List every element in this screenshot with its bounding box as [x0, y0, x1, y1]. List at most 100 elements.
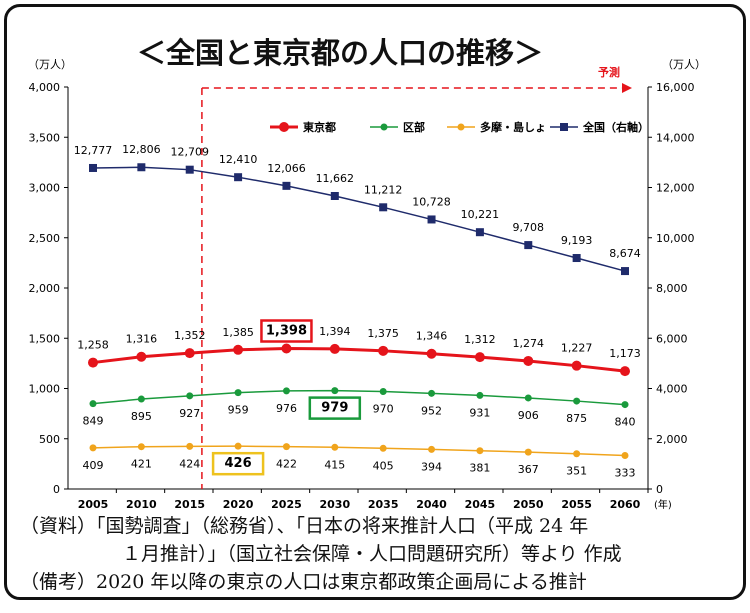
highlight-box — [211, 451, 265, 476]
x-tick-label: 2050 — [513, 498, 544, 511]
right-tick-label: 16,000 — [656, 81, 695, 94]
data-label: 959 — [228, 404, 249, 417]
data-point — [234, 173, 243, 182]
data-label: 12,777 — [74, 144, 113, 157]
data-label: 1,375 — [367, 327, 399, 340]
data-point — [281, 343, 292, 354]
right-tick-label: 2,000 — [656, 433, 688, 446]
legend-label: 区部 — [403, 120, 425, 134]
legend-label: 多摩・島しょ — [480, 120, 546, 134]
left-tick-label: 4,000 — [29, 81, 61, 94]
data-point — [476, 391, 484, 399]
data-point — [426, 348, 437, 359]
data-label: 333 — [615, 467, 636, 480]
data-point — [573, 450, 581, 458]
data-label: 351 — [566, 465, 587, 478]
data-label: 10,728 — [412, 195, 451, 208]
data-label: 1,258 — [77, 339, 109, 352]
data-label: 1,227 — [561, 342, 593, 355]
data-point — [89, 444, 97, 452]
data-point — [136, 351, 147, 362]
data-label: 9,193 — [561, 234, 593, 247]
data-label: 424 — [179, 457, 200, 470]
data-label: 979 — [321, 401, 348, 416]
legend-marker — [457, 123, 465, 131]
data-point — [234, 389, 242, 397]
data-point — [475, 228, 484, 237]
data-point — [184, 348, 195, 359]
data-point — [571, 360, 582, 371]
x-tick-label: 2020 — [223, 498, 254, 511]
data-label: 367 — [518, 463, 539, 476]
data-point — [524, 448, 532, 456]
left-tick-label: 3,500 — [29, 131, 61, 144]
data-point — [137, 163, 146, 172]
forecast-arrow-head — [622, 83, 632, 93]
data-label: 1,274 — [513, 337, 545, 350]
data-label: 405 — [373, 459, 394, 472]
highlight-box — [308, 396, 362, 420]
data-point — [185, 165, 194, 174]
data-label: 421 — [131, 458, 152, 471]
source-notes: （資料）「国勢調査」（総務省）、「日本の将来推計人口（平成 24 年 １月推計）… — [20, 512, 740, 596]
data-label: 895 — [131, 410, 152, 423]
left-tick-label: 3,000 — [29, 182, 61, 195]
x-tick-label: 2035 — [368, 498, 399, 511]
data-label: 11,662 — [316, 172, 355, 185]
data-point — [89, 163, 97, 172]
data-point — [331, 443, 339, 451]
right-tick-label: 4,000 — [656, 383, 688, 396]
chart-title: ＜全国と東京都の人口の推移＞ — [136, 36, 543, 70]
right-tick-label: 8,000 — [656, 282, 688, 295]
right-tick-label: 0 — [656, 483, 663, 496]
x-tick-label: 2060 — [610, 498, 641, 511]
data-label: 1,394 — [319, 325, 351, 338]
data-label: 394 — [421, 460, 442, 473]
data-label: 9,708 — [513, 221, 545, 234]
note-source-line-1: （資料）「国勢調査」（総務省）、「日本の将来推計人口（平成 24 年 — [20, 515, 589, 537]
data-point — [137, 443, 145, 451]
data-point — [379, 444, 387, 452]
left-tick-label: 1,000 — [29, 383, 61, 396]
data-label: 840 — [615, 416, 636, 429]
data-point — [572, 254, 581, 263]
left-tick-label: 2,000 — [29, 282, 61, 295]
left-tick-label: 500 — [39, 433, 60, 446]
data-point — [621, 401, 629, 409]
x-tick-label: 2025 — [271, 498, 302, 511]
data-point — [329, 343, 340, 354]
legend-marker — [560, 123, 568, 131]
data-point — [523, 355, 534, 366]
data-label: 426 — [225, 456, 252, 471]
note-remarks-line: （備考）2020 年以降の東京の人口は東京都政策企画局による推計 — [20, 571, 587, 593]
data-label: 1,352 — [174, 329, 206, 342]
data-point — [330, 191, 339, 200]
right-tick-label: 14,000 — [656, 131, 695, 144]
legend-label: 全国（右軸） — [582, 120, 649, 134]
data-label: 1,398 — [266, 324, 307, 339]
series-line-2 — [92, 445, 626, 457]
right-axis-unit-label: （万人） — [662, 58, 706, 71]
data-label: 1,316 — [126, 333, 158, 346]
data-label: 931 — [469, 406, 490, 419]
series-line-3 — [92, 166, 626, 272]
data-label: 409 — [83, 459, 104, 472]
x-tick-label: 2045 — [465, 498, 496, 511]
data-label: 875 — [566, 412, 587, 425]
data-label: 976 — [276, 402, 297, 415]
data-point — [233, 344, 244, 355]
data-point — [282, 181, 291, 190]
left-tick-label: 1,500 — [29, 332, 61, 345]
data-label: 1,346 — [416, 330, 448, 343]
data-label: 1,173 — [609, 347, 641, 360]
forecast-label: 予測 — [598, 65, 620, 79]
data-point — [137, 395, 145, 403]
x-axis-unit-label: (年) — [654, 498, 672, 511]
data-label: 12,806 — [122, 143, 161, 156]
left-axis-unit-label: （万人） — [28, 58, 72, 71]
data-point — [476, 447, 484, 455]
data-point — [378, 345, 389, 356]
data-label: 11,212 — [364, 183, 403, 196]
x-tick-label: 2015 — [174, 498, 205, 511]
